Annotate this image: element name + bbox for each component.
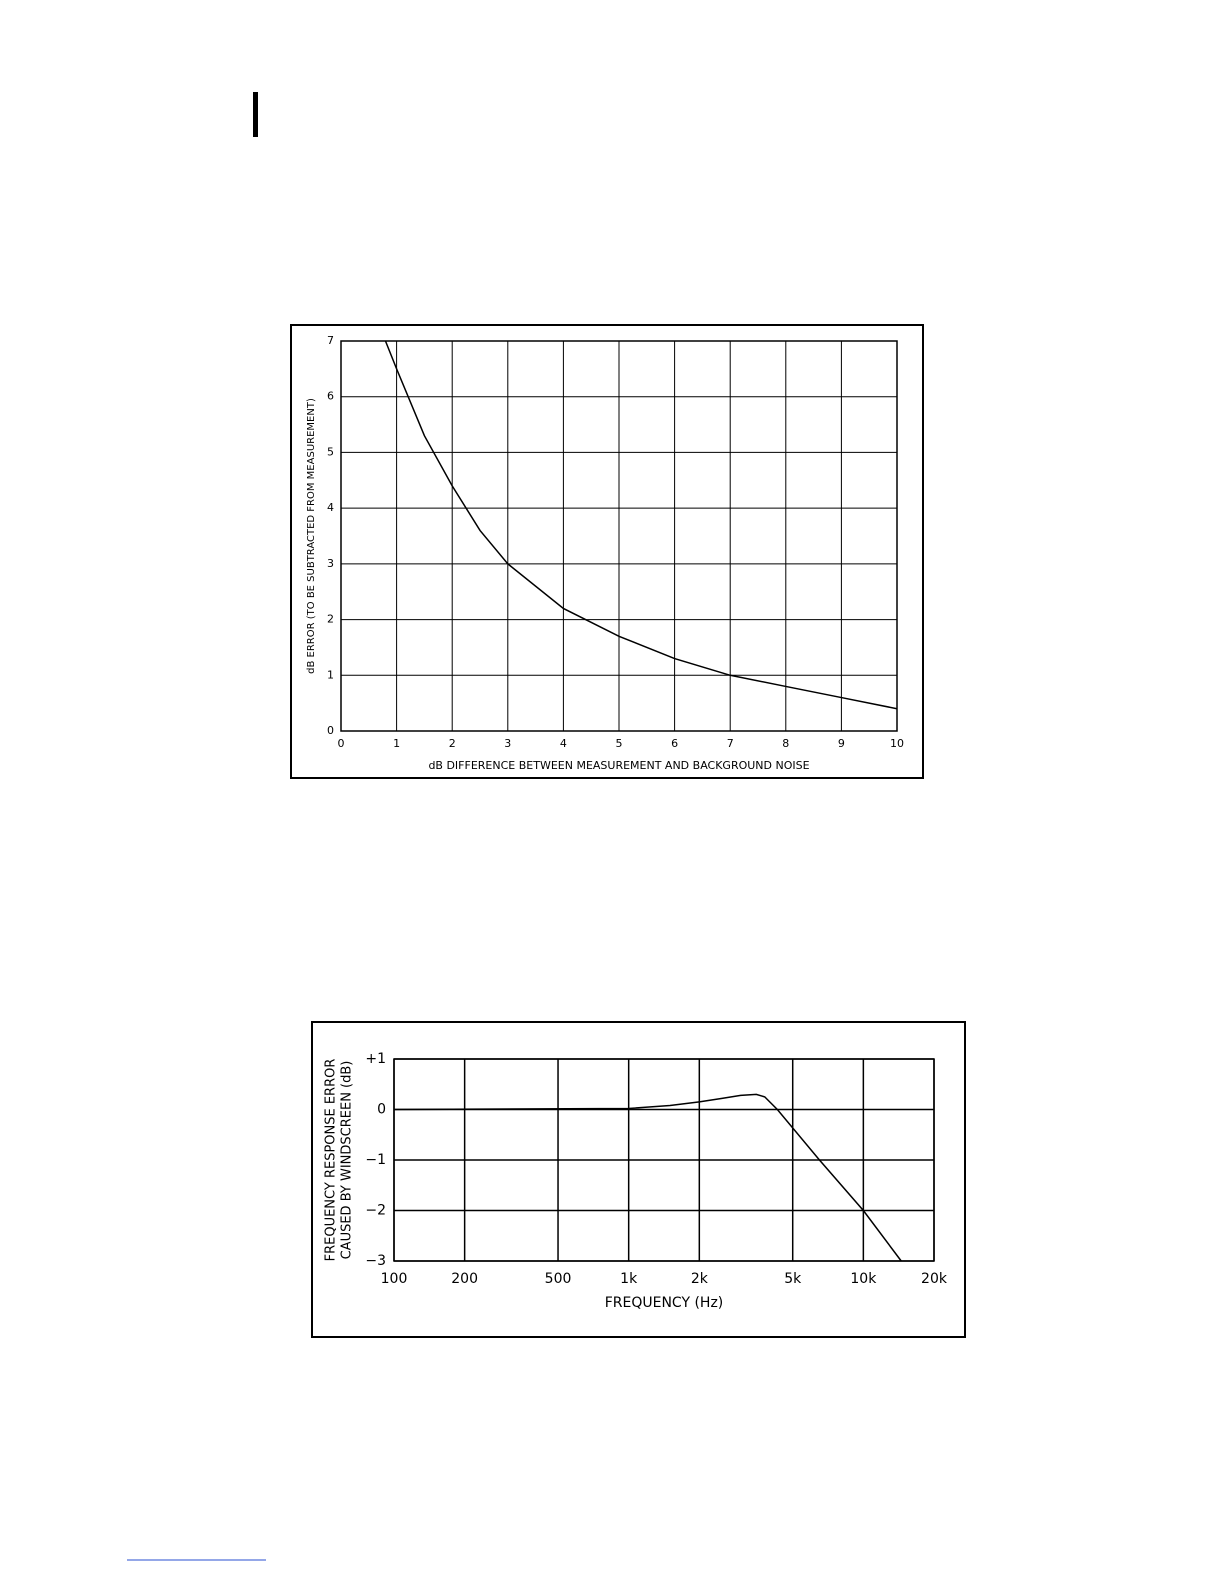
y-tick-label: −3: [365, 1253, 386, 1269]
y-tick-label: 2: [327, 613, 334, 626]
x-tick-label: 200: [451, 1271, 478, 1287]
data-line: [384, 340, 898, 710]
y-tick-label: 4: [327, 501, 334, 514]
x-tick-label: 20k: [921, 1271, 948, 1287]
x-tick-label: 5k: [784, 1271, 802, 1287]
x-tick-label: 2k: [691, 1271, 709, 1287]
y-tick-label: −1: [365, 1152, 386, 1168]
x-axis-label: FREQUENCY (Hz): [605, 1295, 724, 1311]
x-tick-label: 1: [393, 737, 400, 750]
y-tick-label: +1: [365, 1051, 386, 1067]
x-tick-label: 5: [616, 737, 623, 750]
y-axis-label: CAUSED BY WINDSCREEN (dB): [340, 1061, 355, 1260]
x-tick-label: 10: [890, 737, 904, 750]
x-tick-label: 1k: [620, 1271, 638, 1287]
x-axis-label: dB DIFFERENCE BETWEEN MEASUREMENT AND BA…: [428, 759, 809, 772]
x-tick-label: 100: [381, 1271, 408, 1287]
x-tick-label: 9: [838, 737, 845, 750]
x-tick-label: 3: [504, 737, 511, 750]
y-tick-label: 5: [327, 445, 334, 458]
chart-frame: [311, 1021, 966, 1338]
x-tick-label: 500: [545, 1271, 572, 1287]
x-tick-label: 0: [338, 737, 345, 750]
y-tick-label: 1: [327, 668, 334, 681]
y-tick-label: 0: [377, 1102, 386, 1118]
y-axis-label: dB ERROR (TO BE SUBTRACTED FROM MEASUREM…: [306, 398, 317, 674]
data-line: [393, 1093, 902, 1262]
x-tick-label: 4: [560, 737, 567, 750]
y-tick-label: 6: [327, 390, 334, 403]
x-tick-label: 8: [782, 737, 789, 750]
x-tick-label: 7: [727, 737, 734, 750]
x-tick-label: 2: [449, 737, 456, 750]
y-tick-label: 0: [327, 724, 334, 737]
x-tick-label: 10k: [850, 1271, 877, 1287]
x-tick-label: 6: [671, 737, 678, 750]
y-tick-label: 3: [327, 557, 334, 570]
y-tick-label: 7: [327, 334, 334, 347]
change-bar: [253, 92, 258, 137]
y-axis-label: FREQUENCY RESPONSE ERROR: [324, 1059, 339, 1262]
y-tick-label: −2: [365, 1203, 386, 1219]
chart-frame: [290, 324, 924, 779]
